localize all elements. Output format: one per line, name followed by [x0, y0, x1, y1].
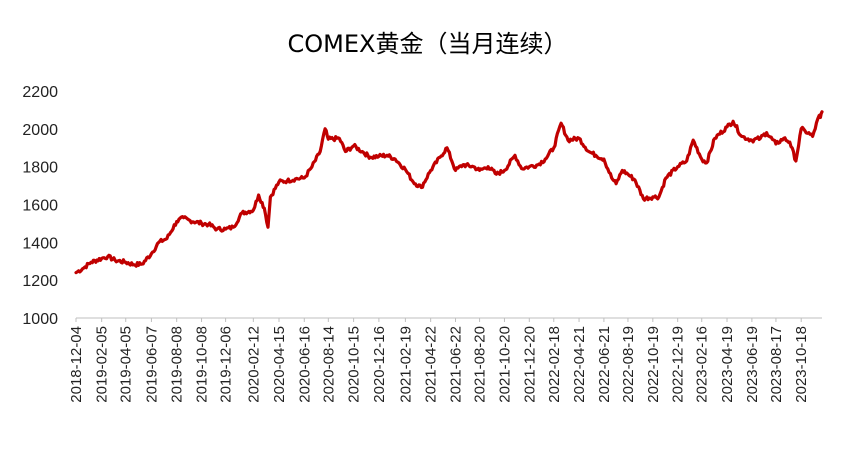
- y-tick-label: 1800: [22, 160, 58, 177]
- y-tick-label: 1000: [22, 311, 58, 328]
- x-tick-label: 2021-04-22: [423, 326, 440, 403]
- x-tick-label: 2018-12-04: [68, 326, 85, 403]
- chart-title: COMEX黄金（当月连续）: [287, 30, 568, 58]
- x-tick-label: 2021-02-19: [397, 326, 414, 403]
- y-axis-ticks: 1000 1200 1400 1600 1800 2000 2200: [22, 84, 58, 328]
- x-tick-label: 2023-10-18: [793, 326, 810, 403]
- x-tick-label: 2022-12-19: [670, 326, 687, 403]
- x-tick-label: 2020-06-16: [296, 326, 313, 403]
- x-tick-label: 2023-08-17: [768, 326, 785, 403]
- x-tick-label: 2020-08-14: [320, 326, 337, 403]
- series-line: [74, 110, 824, 275]
- x-tick-label: 2022-06-21: [596, 326, 613, 403]
- x-tick-label: 2021-06-22: [448, 326, 465, 403]
- x-tick-label: 2021-10-20: [496, 326, 513, 403]
- y-tick-label: 1600: [22, 198, 58, 215]
- x-axis-ticks: 2018-12-04 2019-02-05 2019-04-05 2019-06-07…: [68, 318, 810, 403]
- y-tick-label: 1400: [22, 235, 58, 252]
- y-tick-label: 2000: [22, 122, 58, 139]
- x-tick-label: 2022-10-19: [645, 326, 662, 403]
- x-tick-label: 2022-08-19: [620, 326, 637, 403]
- x-tick-label: 2023-02-16: [694, 326, 711, 403]
- x-tick-label: 2019-02-05: [94, 326, 111, 403]
- x-tick-label: 2020-04-15: [271, 326, 288, 403]
- x-tick-label: 2023-06-19: [744, 326, 761, 403]
- y-tick-label: 2200: [22, 84, 58, 101]
- x-tick-label: 2021-12-20: [521, 326, 538, 403]
- y-tick-label: 1200: [22, 273, 58, 290]
- x-tick-label: 2020-12-16: [371, 326, 388, 403]
- x-tick-label: 2019-06-07: [143, 326, 160, 403]
- x-tick-label: 2019-08-08: [169, 326, 186, 403]
- x-tick-label: 2023-04-19: [719, 326, 736, 403]
- x-tick-label: 2020-10-15: [346, 326, 363, 403]
- x-tick-label: 2019-12-06: [218, 326, 235, 403]
- x-tick-label: 2022-04-21: [571, 326, 588, 403]
- x-tick-label: 2019-04-05: [118, 326, 135, 403]
- x-tick-label: 2020-02-12: [245, 326, 262, 403]
- x-tick-label: 2019-10-08: [194, 326, 211, 403]
- x-tick-label: 2021-08-20: [472, 326, 489, 403]
- x-tick-label: 2022-02-18: [546, 326, 563, 403]
